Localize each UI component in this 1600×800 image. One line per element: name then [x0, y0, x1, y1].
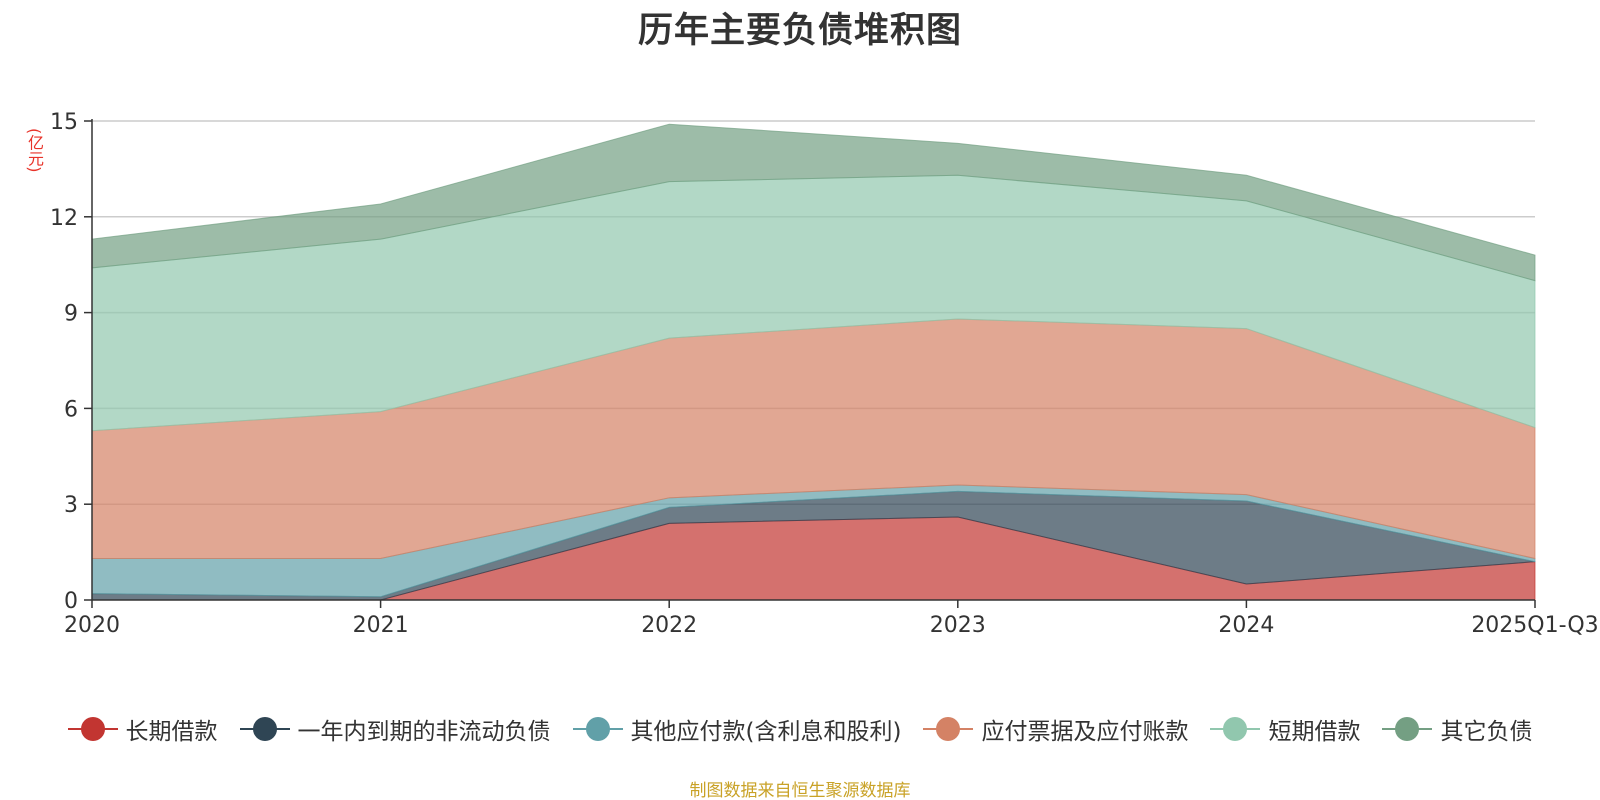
y-tick-label: 0 [64, 589, 78, 614]
legend-marker-icon [239, 716, 290, 742]
legend-item-5[interactable]: 其它负债 [1382, 712, 1532, 746]
legend-item-2[interactable]: 其他应付款(含利息和股利) [572, 712, 902, 746]
legend-item-3[interactable]: 应付票据及应付账款 [923, 712, 1188, 746]
legend-label: 短期借款 [1268, 719, 1361, 745]
y-tick-label: 9 [64, 302, 78, 327]
legend-label: 其它负债 [1440, 719, 1533, 745]
legend-item-1[interactable]: 一年内到期的非流动负债 [239, 712, 551, 746]
y-tick-label: 3 [64, 493, 78, 518]
legend-marker-icon [1382, 716, 1433, 742]
legend-label: 应付票据及应付账款 [981, 719, 1189, 745]
data-source-note: 制图数据来自恒生聚源数据库 [689, 781, 911, 800]
x-tick-label: 2023 [930, 613, 986, 638]
y-tick-label: 6 [64, 397, 78, 422]
legend-item-0[interactable]: 长期借款 [67, 712, 218, 746]
x-tick-label: 2025Q1-Q3 [1471, 613, 1598, 638]
legend-label: 长期借款 [125, 719, 218, 745]
y-axis-unit-label: (亿元) [25, 127, 44, 173]
legend-marker-icon [1210, 716, 1261, 742]
x-tick-label: 2024 [1218, 613, 1274, 638]
y-tick-label: 15 [50, 110, 78, 135]
y-tick-label: 12 [50, 206, 78, 231]
x-tick-label: 2022 [641, 613, 697, 638]
legend-label: 一年内到期的非流动负债 [297, 719, 551, 745]
x-tick-label: 2021 [353, 613, 409, 638]
chart-title: 历年主要负债堆积图 [637, 11, 962, 51]
area-series-5 [91, 123, 1536, 282]
legend-marker-icon [923, 716, 974, 742]
legend-label: 其他应付款(含利息和股利) [630, 719, 902, 745]
chart-legend: 长期借款 一年内到期的非流动负债 其他应付款(含利息和股利) 应付票据及应付账款 短期借… [0, 712, 1600, 746]
legend-item-4[interactable]: 短期借款 [1210, 712, 1360, 746]
stacked-area-chart: 0 3 6 9 12 15 2020 2021 2022 2023 2024 2025Q1-Q3 [50, 110, 1599, 638]
legend-marker-icon [67, 716, 118, 742]
legend-marker-icon [572, 716, 623, 742]
x-tick-label: 2020 [64, 613, 120, 638]
